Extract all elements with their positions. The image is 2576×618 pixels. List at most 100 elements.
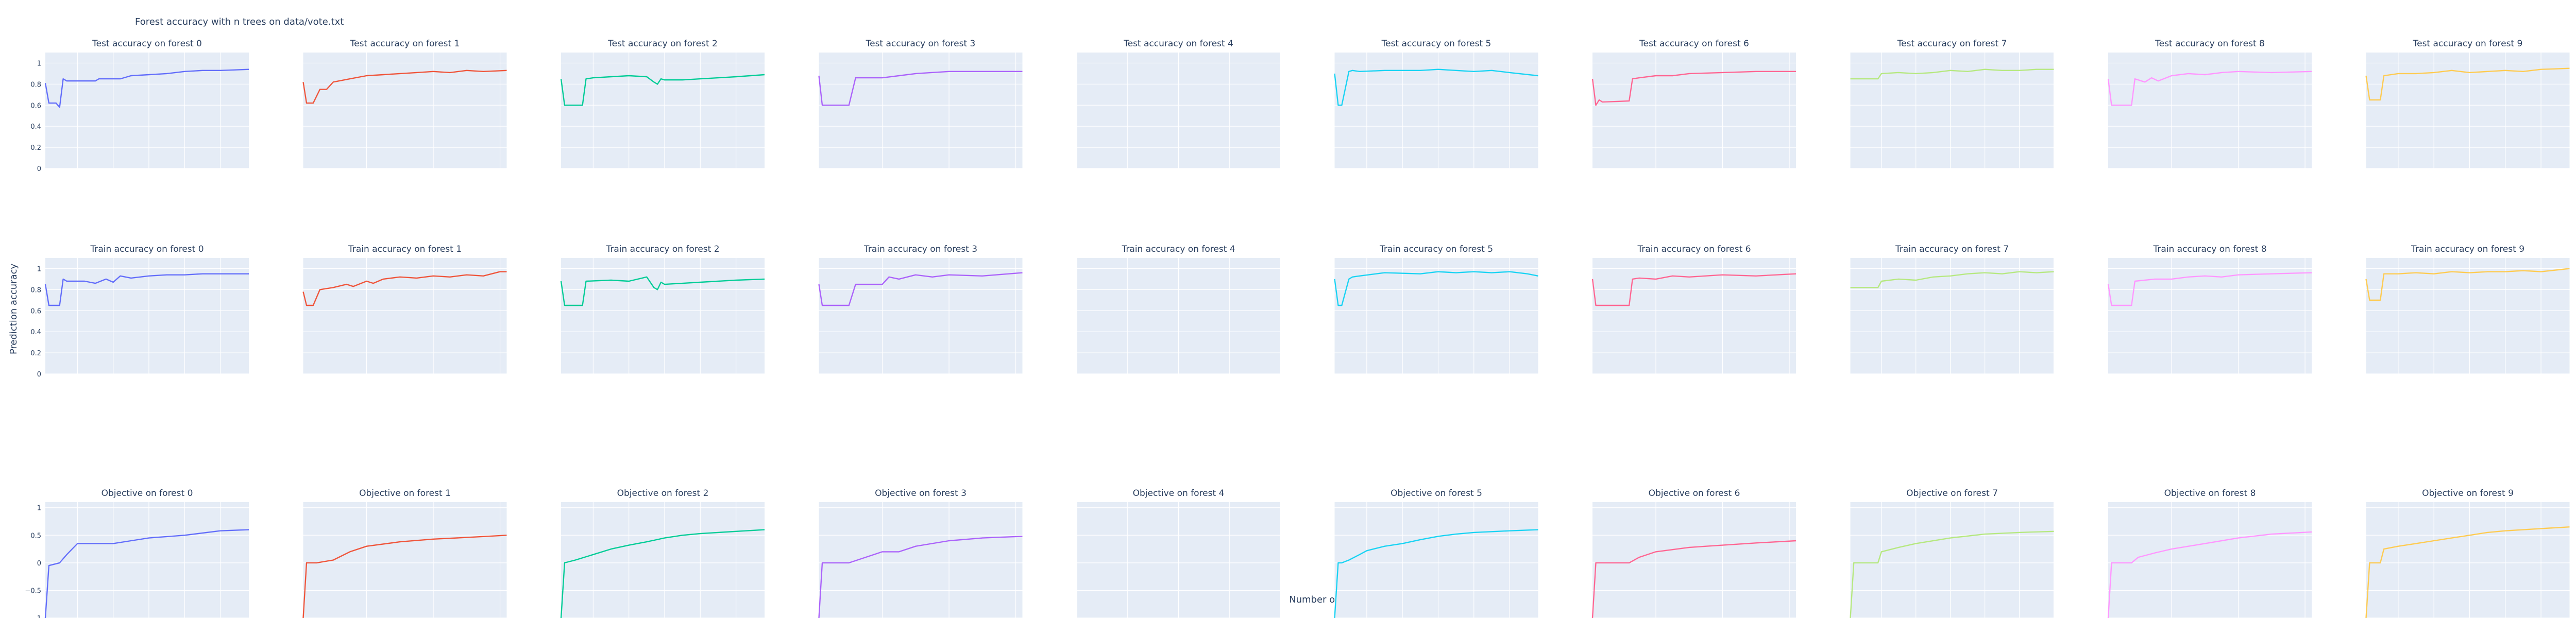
subplot-train-forest-2: Train accuracy on forest 2 xyxy=(560,244,765,374)
subplot-title: Test accuracy on forest 7 xyxy=(1897,39,2007,49)
y-tick-label: 0.5 xyxy=(30,532,41,540)
y-tick-label: 0.4 xyxy=(30,123,41,131)
series-line-train-forest-8 xyxy=(2107,272,2312,306)
subplot-title: Objective on forest 9 xyxy=(2422,488,2514,499)
subplot-objective-forest-0: Objective on forest 0−1−0.500.5110203040… xyxy=(25,488,249,618)
subplot-title: Objective on forest 8 xyxy=(2164,488,2256,499)
plot-area xyxy=(561,502,765,618)
subplot-test-forest-6: Test accuracy on forest 6 xyxy=(1591,39,1796,169)
y-tick-label: 0.6 xyxy=(30,307,41,315)
series-line-test-forest-7 xyxy=(1850,68,2054,80)
subplot-train-forest-6: Train accuracy on forest 6 xyxy=(1591,244,1797,374)
plot-area xyxy=(1850,258,2054,374)
subplot-title: Objective on forest 3 xyxy=(875,488,967,499)
y-tick-label: 0.6 xyxy=(30,102,41,110)
subplot-title: Test accuracy on forest 4 xyxy=(1123,39,1233,49)
y-tick-label: 0.8 xyxy=(30,81,41,89)
series-line-train-forest-1 xyxy=(302,271,507,306)
y-tick-label: 0.4 xyxy=(30,329,41,336)
series-line-train-forest-9 xyxy=(2365,268,2570,301)
subplot-title: Train accuracy on forest 7 xyxy=(1895,244,2009,254)
plot-area xyxy=(819,258,1023,374)
subplot-title: Test accuracy on forest 5 xyxy=(1381,39,1492,49)
subplot-title: Train accuracy on forest 4 xyxy=(1121,244,1235,254)
series-line-test-forest-1 xyxy=(302,70,507,104)
y-tick-label: −1 xyxy=(31,615,41,618)
plot-area xyxy=(1850,53,2054,168)
subplot-test-forest-4: Test accuracy on forest 4 xyxy=(1076,39,1281,169)
subplot-test-forest-0: Test accuracy on forest 0 0 0.2 0.4 0.6 0.8 1 xyxy=(30,39,249,173)
subplot-train-forest-4: Train accuracy on forest 4 xyxy=(1076,244,1281,374)
series-line-train-forest-5 xyxy=(1334,271,1538,306)
series-line-objective-forest-1 xyxy=(302,535,507,618)
plot-area xyxy=(819,502,1023,618)
subplot-objective-forest-4: Objective on forest 400.511.52 xyxy=(1076,488,1281,618)
subplot-title: Test accuracy on forest 8 xyxy=(2155,39,2265,49)
subplot-test-forest-7: Test accuracy on forest 7 xyxy=(1850,39,2055,169)
subplot-train-forest-9: Train accuracy on forest 9 xyxy=(2365,244,2570,374)
y-tick-label: 0.2 xyxy=(30,144,41,152)
subplot-train-forest-8: Train accuracy on forest 8 xyxy=(2107,244,2312,374)
subplot-test-forest-8: Test accuracy on forest 8 xyxy=(2107,39,2312,169)
plot-area xyxy=(2366,258,2570,374)
subplot-train-forest-3: Train accuracy on forest 3 xyxy=(818,244,1023,374)
subplot-objective-forest-2: Objective on forest 21020304050 xyxy=(560,488,765,618)
series-line-objective-forest-7 xyxy=(1850,530,2054,618)
series-line-test-forest-0 xyxy=(44,68,249,108)
subplot-title: Train accuracy on forest 0 xyxy=(90,244,204,254)
plot-area xyxy=(2108,53,2312,168)
subplot-title: Test accuracy on forest 3 xyxy=(866,39,976,49)
series-line-train-forest-7 xyxy=(1850,271,2054,288)
subplot-title: Objective on forest 4 xyxy=(1133,488,1225,499)
subplot-test-forest-1: Test accuracy on forest 1 xyxy=(302,39,507,169)
subplot-title: Objective on forest 1 xyxy=(359,488,451,499)
subplot-title: Objective on forest 7 xyxy=(1906,488,1998,499)
subplot-title: Test accuracy on forest 2 xyxy=(607,39,718,49)
subplot-title: Objective on forest 5 xyxy=(1391,488,1482,499)
figure-title: Forest accuracy with n trees on data/vot… xyxy=(135,16,344,27)
subplot-title: Objective on forest 6 xyxy=(1649,488,1740,499)
series-line-train-forest-0 xyxy=(44,273,249,306)
y-tick-label: 1 xyxy=(37,60,41,67)
y-tick-label: 0.8 xyxy=(30,286,41,294)
subplot-title: Objective on forest 2 xyxy=(617,488,709,499)
subplot-title: Train accuracy on forest 3 xyxy=(863,244,977,254)
subplot-title: Test accuracy on forest 0 xyxy=(92,39,202,49)
series-line-objective-forest-5 xyxy=(1334,529,1538,618)
plot-area xyxy=(1592,53,1796,168)
subplot-title: Test accuracy on forest 6 xyxy=(1639,39,1749,49)
subplot-title: Train accuracy on forest 9 xyxy=(2411,244,2524,254)
plot-area xyxy=(1592,258,1796,374)
subplot-objective-forest-6: Objective on forest 6204060 xyxy=(1591,488,1797,618)
plot-area xyxy=(45,502,249,618)
subplot-title: Train accuracy on forest 8 xyxy=(2153,244,2266,254)
subplot-objective-forest-5: Objective on forest 51020304050 xyxy=(1334,488,1538,618)
y-tick-label: 0 xyxy=(37,560,41,568)
plot-area xyxy=(2108,502,2312,618)
y-tick-label: 1 xyxy=(37,265,41,273)
y-tick-label: 0 xyxy=(37,371,41,379)
y-axis-label: Prediction accuracy xyxy=(8,263,19,354)
series-line-test-forest-3 xyxy=(818,71,1023,106)
series-line-objective-forest-2 xyxy=(560,529,765,618)
subplot-objective-forest-8: Objective on forest 8204060 xyxy=(2107,488,2312,618)
plot-area xyxy=(1334,258,1538,374)
subplot-train-forest-0: Train accuracy on forest 0 0 0.2 0.4 0.6 0.8 1 xyxy=(30,244,249,379)
series-line-test-forest-2 xyxy=(560,74,765,106)
subplot-grid: Test accuracy on forest 000.20.40.60.81T… xyxy=(25,39,2570,618)
plot-area xyxy=(561,258,765,374)
subplot-title: Train accuracy on forest 1 xyxy=(348,244,462,254)
plot-area xyxy=(45,53,249,168)
subplot-test-forest-3: Test accuracy on forest 3 xyxy=(818,39,1023,169)
plot-area xyxy=(303,53,507,168)
plot-area xyxy=(1334,502,1538,618)
series-line-objective-forest-9 xyxy=(2365,526,2570,618)
series-line-objective-forest-8 xyxy=(2107,531,2312,618)
subplot-objective-forest-1: Objective on forest 1204060 xyxy=(302,488,507,618)
series-line-test-forest-8 xyxy=(2107,71,2312,106)
plot-area xyxy=(1850,502,2054,618)
subplot-train-forest-1: Train accuracy on forest 1 xyxy=(302,244,507,374)
subplot-title: Train accuracy on forest 6 xyxy=(1637,244,1751,254)
y-tick-label: 0.2 xyxy=(30,350,41,357)
